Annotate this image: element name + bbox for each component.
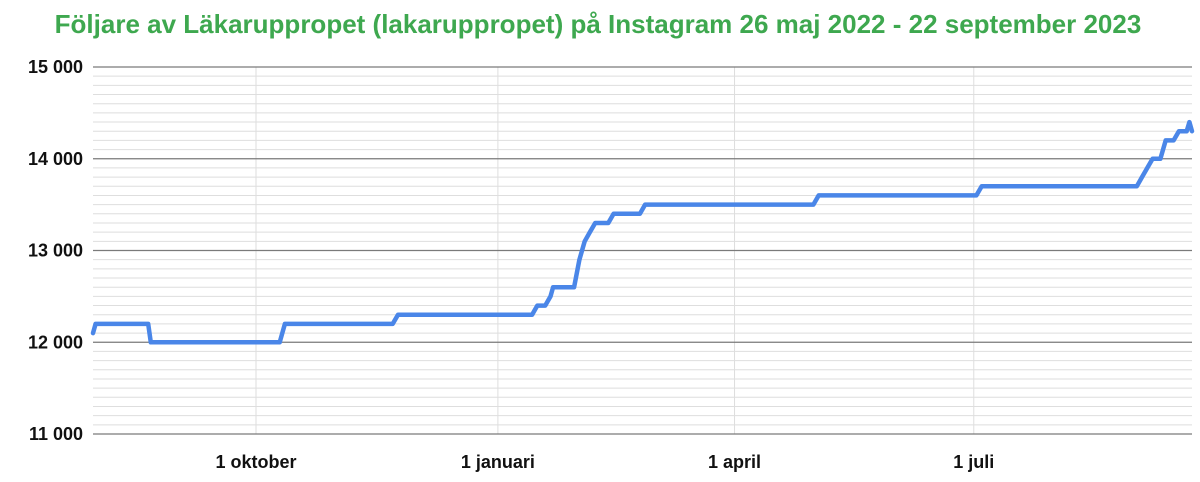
series-layer — [90, 119, 1195, 345]
y-tick-label: 12 000 — [28, 332, 83, 352]
y-tick-label: 11 000 — [29, 424, 83, 444]
x-tick-label: 1 januari — [461, 452, 535, 472]
x-tick-label: 1 juli — [953, 452, 994, 472]
y-tick-label: 15 000 — [28, 57, 83, 77]
y-tick-label: 14 000 — [28, 149, 83, 169]
axes: 15 000 14 000 13 000 12 000 11 000 1 oktober 1… — [28, 57, 994, 472]
x-tick-label: 1 april — [708, 452, 761, 472]
series-line — [90, 119, 1195, 345]
chart-title: Följare av Läkaruppropet (lakaruppropet)… — [55, 9, 1142, 39]
x-tick-label: 1 oktober — [215, 452, 296, 472]
y-tick-label: 13 000 — [28, 241, 83, 261]
grid — [93, 66, 1192, 435]
